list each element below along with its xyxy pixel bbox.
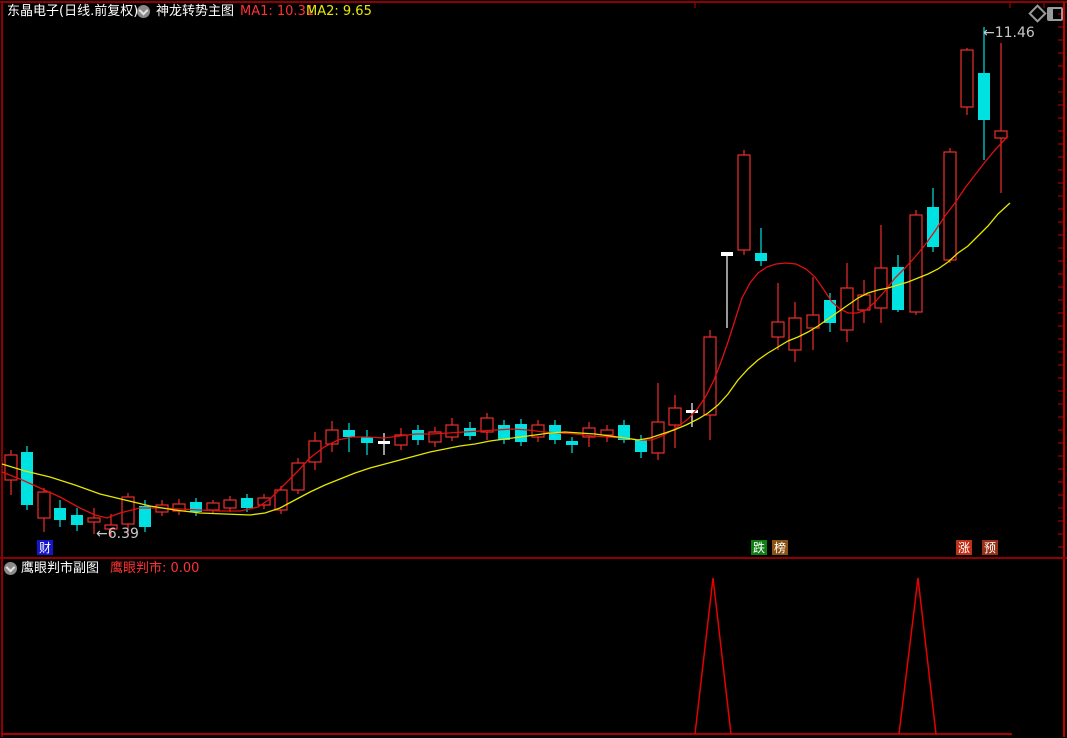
ma1-value-label: MA1: 10.31 <box>240 4 315 19</box>
event-tag-drop[interactable]: 跌 <box>751 540 768 555</box>
chevron-down-icon <box>5 562 16 573</box>
ma2-value-label: MA2: 9.65 <box>306 4 372 19</box>
sub-indicator-value: 鹰眼判市: 0.00 <box>110 561 200 576</box>
stock-title: 东晶电子(日线.前复权) <box>7 4 139 19</box>
event-tag-rise[interactable]: 涨 <box>956 540 973 555</box>
high-price-label: ←11.46 <box>983 25 1035 41</box>
event-tag-rank[interactable]: 榜 <box>772 540 789 555</box>
split-window-fill <box>1049 9 1053 19</box>
event-tag-finance[interactable]: 财 <box>37 540 54 555</box>
sub-indicator-name[interactable]: 鹰眼判市副图 <box>21 561 100 576</box>
sub-indicator-dropdown-icon[interactable] <box>4 562 17 575</box>
indicator-dropdown-icon[interactable] <box>137 5 150 18</box>
event-tag-forecast[interactable]: 预 <box>982 540 999 555</box>
low-price-label: ←6.39 <box>96 526 139 542</box>
split-window-icon[interactable] <box>1047 7 1063 21</box>
chevron-down-icon <box>138 5 149 16</box>
main-indicator-name[interactable]: 神龙转势主图 <box>156 4 235 19</box>
